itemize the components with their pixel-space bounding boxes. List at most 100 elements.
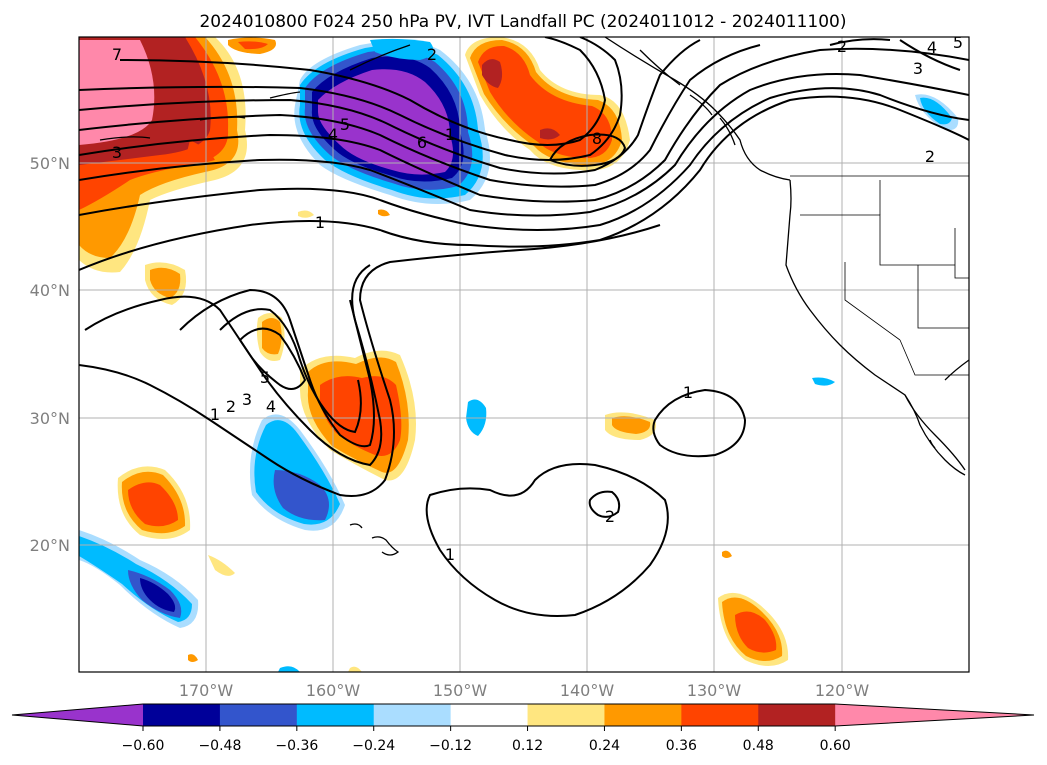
contour-labels: 1 2 3 4 5 6 7 8 1 2 3 4 5 1 2 1 2 3 4 5 bbox=[112, 33, 963, 564]
lat-axis: 20°N 30°N 40°N 50°N bbox=[30, 154, 70, 555]
contour-label: 7 bbox=[112, 45, 122, 64]
shade-ne-darkred bbox=[482, 59, 503, 88]
contour-4-north bbox=[79, 47, 969, 203]
lat-tick-label: 50°N bbox=[30, 154, 70, 173]
shade-top-cyan bbox=[370, 38, 434, 60]
lon-tick-label: 150°W bbox=[433, 681, 488, 700]
colorbar-segment bbox=[527, 704, 605, 726]
colorbar-tick-label: 0.36 bbox=[666, 738, 697, 754]
shade-bottom-cyan bbox=[278, 666, 300, 672]
shade-small-n2 bbox=[238, 41, 268, 50]
map-frame bbox=[78, 36, 970, 673]
shade-coast-cyan bbox=[812, 377, 835, 386]
shade-nw-red-band bbox=[185, 140, 215, 163]
coast-bottom-right bbox=[929, 439, 936, 449]
lat-tick-label: 40°N bbox=[30, 281, 70, 300]
contour-label: 2 bbox=[925, 147, 935, 166]
shade-se-red bbox=[735, 611, 777, 653]
contour-trough-5 bbox=[238, 327, 307, 390]
shade-small-n3 bbox=[298, 210, 314, 218]
figure-title: 2024010800 F024 250 hPa PV, IVT Landfall… bbox=[199, 12, 846, 32]
contour-label: 6 bbox=[417, 133, 427, 152]
contour-3-north bbox=[79, 73, 969, 217]
colorbar-segment bbox=[296, 704, 375, 726]
lat-tick-label: 20°N bbox=[30, 536, 70, 555]
colorbar-tick-label: −0.60 bbox=[122, 738, 165, 754]
shade-dot-1 bbox=[722, 550, 732, 558]
contour-label: 2 bbox=[427, 45, 437, 64]
lon-tick-label: 130°W bbox=[687, 681, 742, 700]
contour-ne-loop bbox=[829, 38, 961, 71]
colorbar-extend-min bbox=[12, 704, 143, 726]
colorbar-segment bbox=[450, 704, 529, 726]
contour-label: 2 bbox=[837, 37, 847, 56]
contour-label: 5 bbox=[953, 33, 963, 52]
shade-c2-orange bbox=[262, 318, 282, 355]
contour-label: 2 bbox=[226, 397, 236, 416]
shade-ne-red bbox=[478, 45, 612, 159]
shade-sw-red bbox=[128, 482, 178, 527]
lon-tick-label: 120°W bbox=[815, 681, 870, 700]
political-borders bbox=[790, 175, 969, 376]
colorbar-tick-label: −0.24 bbox=[352, 738, 395, 754]
contour-label: 1 bbox=[210, 405, 220, 424]
colorbar-tick-label: −0.48 bbox=[198, 738, 241, 754]
contour-label: 3 bbox=[242, 390, 252, 409]
lon-tick-label: 170°W bbox=[179, 681, 234, 700]
colorbar-extend-max bbox=[835, 704, 1034, 726]
contour-6-north bbox=[79, 39, 701, 175]
contour-se-2 bbox=[588, 490, 621, 518]
shade-ne-cyan2 bbox=[920, 97, 952, 125]
contour-label: 2 bbox=[605, 507, 615, 526]
contour-label: 4 bbox=[927, 38, 937, 57]
colorbar-tick-label: 0.60 bbox=[820, 738, 851, 754]
colorbar-tick-label: 0.12 bbox=[512, 738, 543, 754]
contour-trough-4 bbox=[219, 308, 362, 434]
shade-s-royal bbox=[273, 470, 329, 521]
shade-ne-darkred2 bbox=[540, 128, 560, 140]
shade-dot-2 bbox=[208, 555, 235, 576]
shade-bottom-yellow bbox=[348, 666, 362, 672]
contour-label: 3 bbox=[913, 59, 923, 78]
colorbar-tick-label: −0.36 bbox=[275, 738, 318, 754]
gridlines bbox=[79, 37, 969, 672]
coast-gulf bbox=[944, 359, 969, 381]
shading-layer bbox=[79, 37, 959, 672]
colorbar-tick-label: 0.24 bbox=[589, 738, 620, 754]
contour-8-north bbox=[119, 37, 607, 146]
shade-small-n4 bbox=[378, 209, 390, 217]
shade-mid-orange bbox=[612, 416, 651, 434]
shade-dot-3 bbox=[188, 654, 198, 662]
contour-7-north bbox=[79, 37, 623, 161]
colorbar-segment bbox=[373, 704, 452, 726]
contour-label: 5 bbox=[340, 115, 350, 134]
colorbar: −0.60 −0.48 −0.36 −0.24 −0.12 0.12 0.24 0.36 0.4… bbox=[11, 703, 1035, 754]
colorbar-segment bbox=[143, 704, 221, 726]
contour-label: 1 bbox=[315, 213, 325, 232]
map-panel: 1 2 3 4 5 6 7 8 1 2 3 4 5 1 2 1 2 3 4 5 bbox=[78, 33, 970, 673]
contour-label: 4 bbox=[266, 397, 276, 416]
contour-trough-1 bbox=[79, 224, 661, 497]
shade-sw-navy bbox=[140, 578, 176, 612]
coast-baja bbox=[904, 394, 966, 471]
contour-label: 4 bbox=[328, 125, 338, 144]
contour-label: 8 bbox=[592, 129, 602, 148]
lon-tick-label: 160°W bbox=[306, 681, 361, 700]
lat-tick-label: 30°N bbox=[30, 409, 70, 428]
pv-contours bbox=[79, 37, 969, 617]
lon-axis: 170°W 160°W 150°W 140°W 130°W 120°W bbox=[179, 681, 870, 700]
colorbar-segment bbox=[219, 704, 298, 726]
colorbar-segment bbox=[681, 704, 759, 726]
shade-nw-pink bbox=[79, 40, 155, 145]
contour-5-north bbox=[79, 44, 761, 188]
contour-label: 1 bbox=[683, 383, 693, 402]
contour-label: 5 bbox=[260, 368, 270, 387]
contour-se-1b bbox=[425, 463, 669, 617]
coast-hawaii bbox=[349, 523, 400, 556]
contour-label: 1 bbox=[445, 545, 455, 564]
coast-alaska bbox=[604, 37, 791, 181]
contour-2-north bbox=[79, 87, 969, 231]
colorbar-tick-label: −0.12 bbox=[429, 738, 472, 754]
colorbar-segment bbox=[604, 704, 682, 726]
